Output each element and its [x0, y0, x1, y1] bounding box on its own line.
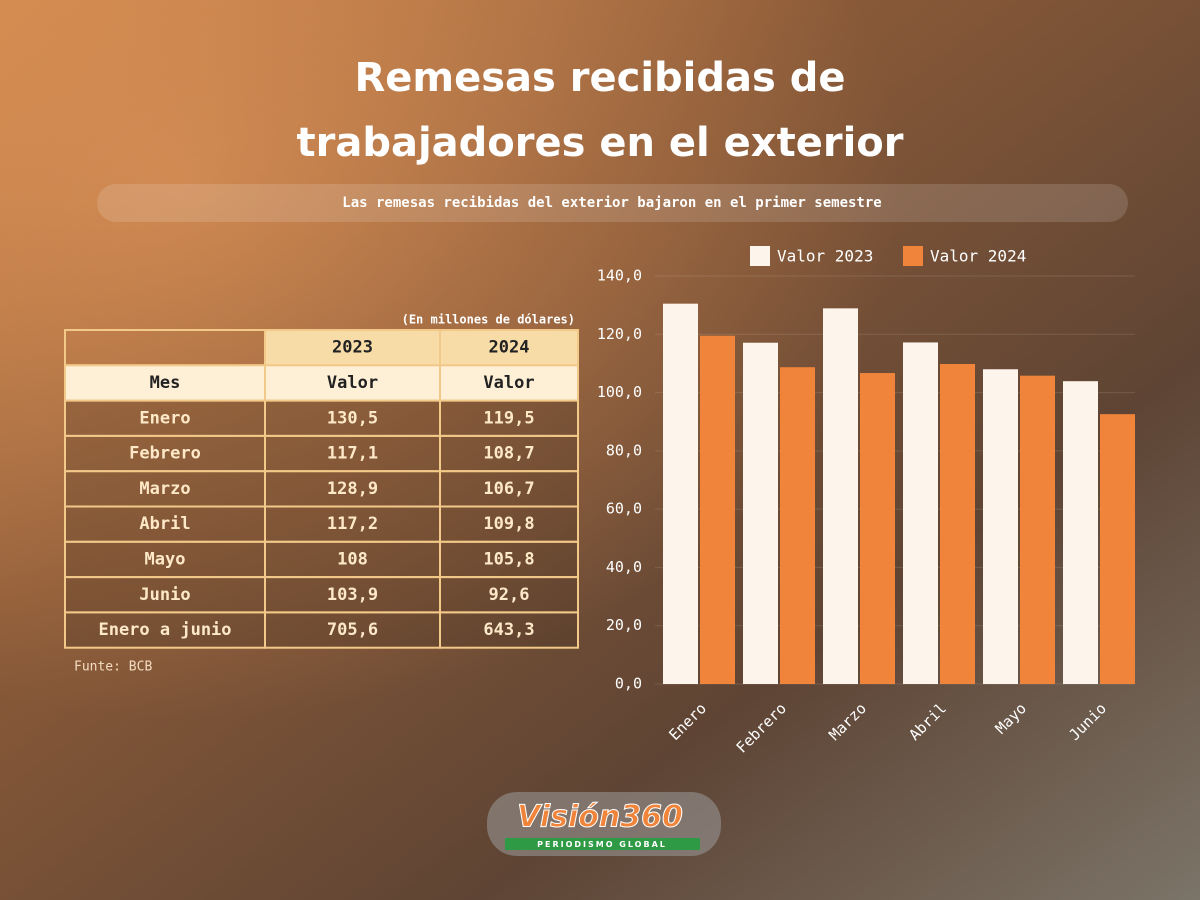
bar [823, 308, 858, 684]
bar [1020, 375, 1055, 684]
table-cell-text: 705,6 [327, 620, 378, 640]
bar [700, 335, 735, 684]
table-cell-text: 108 [337, 549, 368, 569]
title: Remesas recibidas de [354, 55, 845, 101]
source: Funte: BCB [74, 660, 152, 675]
table-cell [439, 505, 579, 543]
column-header: Valor [327, 373, 378, 393]
table-cell-text: 117,2 [327, 514, 378, 534]
logo-tagline: PERIODISMO GLOBAL [537, 840, 667, 849]
y-tick-label: 80,0 [606, 441, 642, 459]
table-cell-text: 117,1 [327, 444, 378, 464]
table: (En millones de dólares) 2023 2024 Mes Valor… [64, 313, 579, 675]
subtitle-pill [97, 184, 1128, 222]
table-cell [439, 434, 579, 473]
table-cell [439, 611, 579, 649]
table-cell [64, 540, 266, 579]
bar [903, 342, 938, 684]
table-cell-text: Febrero [129, 444, 201, 464]
y-tick-label: 20,0 [606, 616, 642, 634]
table-cell [64, 505, 266, 543]
table-cell [264, 399, 441, 437]
table-cell-text: 105,8 [483, 549, 534, 569]
table-cell-text: Marzo [139, 479, 190, 499]
table-cell [264, 576, 441, 614]
column-header: Mes [150, 373, 181, 393]
table-cell-text: 109,8 [483, 514, 534, 534]
bar [743, 342, 778, 684]
logo-bar [505, 838, 700, 850]
legend-label: Valor 2024 [930, 247, 1026, 266]
table-cell-text: Junio [139, 585, 190, 605]
table-cell-text: Enero [139, 408, 190, 428]
table-cell-text: 119,5 [483, 408, 534, 428]
y-tick-label: 0,0 [615, 675, 642, 693]
subtitle: Las remesas recibidas del exterior bajar… [342, 195, 881, 211]
legend-swatch [750, 246, 770, 266]
year-header: 2023 [332, 338, 373, 358]
bar [940, 364, 975, 684]
table-cell-text: Abril [139, 514, 190, 534]
table-cell [64, 576, 266, 614]
table-cell [264, 611, 441, 649]
table-cell-text: 130,5 [327, 408, 378, 428]
table-cell-text: Mayo [145, 549, 186, 569]
table-cell-text: 108,7 [483, 444, 534, 464]
logo-brand: Visión360 [517, 800, 683, 835]
table-cell [64, 434, 266, 473]
table-cell-text: 128,9 [327, 479, 378, 499]
table-cell-text: 92,6 [489, 585, 530, 605]
year-header: 2024 [489, 338, 530, 358]
bar [983, 369, 1018, 684]
y-tick-label: 40,0 [606, 558, 642, 576]
bar [663, 303, 698, 684]
bar [1100, 414, 1135, 684]
title: trabajadores en el exterior [297, 120, 904, 166]
table-cell-text: 103,9 [327, 585, 378, 605]
y-tick-label: 60,0 [606, 500, 642, 518]
bar [780, 367, 815, 684]
bar [1063, 381, 1098, 684]
bar [860, 373, 895, 684]
legend-swatch [903, 246, 923, 266]
y-tick-label: 120,0 [597, 325, 642, 343]
table-cell [439, 470, 579, 508]
table-cell-text: 106,7 [483, 479, 534, 499]
logo: Visión360 PERIODISMO GLOBAL [487, 792, 721, 856]
legend-label: Valor 2023 [777, 247, 873, 266]
table-cell [264, 470, 441, 508]
column-header: Valor [483, 373, 534, 393]
table-cell-text: Enero a junio [98, 620, 231, 640]
y-tick-label: 140,0 [597, 267, 642, 285]
table-cell-text: 643,3 [483, 620, 534, 640]
table-cell [439, 399, 579, 437]
y-tick-label: 100,0 [597, 383, 642, 401]
table-note: (En millones de dólares) [402, 313, 575, 327]
table-cell [264, 505, 441, 543]
